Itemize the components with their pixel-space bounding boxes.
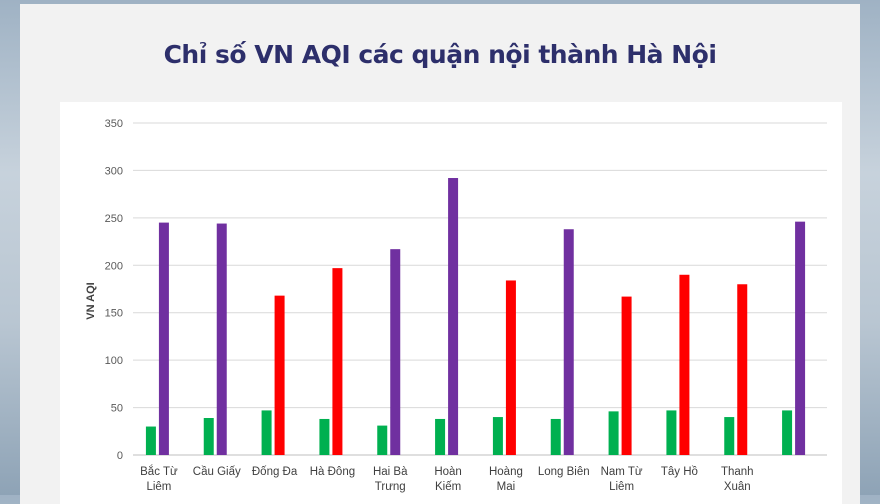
bar-red <box>737 284 748 455</box>
bar-green <box>145 426 156 455</box>
x-category-label: Đống Đa <box>252 466 298 478</box>
y-axis-title: VN AQI <box>85 282 97 320</box>
bar-purple <box>563 229 574 455</box>
bar-green <box>261 410 272 455</box>
x-category-label: Bắc Từ <box>140 465 178 478</box>
x-category-label: Liêm <box>146 481 171 493</box>
x-category-label: Tây Hồ <box>661 466 698 478</box>
bar-green <box>550 418 561 455</box>
x-category-label: Hoàng <box>489 466 523 478</box>
chart-card: Chỉ số VN AQI các quận nội thành Hà Nội … <box>20 4 860 504</box>
x-category-label: Cầu Giấy <box>193 466 241 478</box>
bar-green <box>435 418 446 455</box>
bar-red <box>621 296 632 455</box>
y-tick-label: 150 <box>105 308 123 320</box>
x-category-label: Xuân <box>724 481 751 493</box>
x-category-label: Hoàn <box>434 466 462 478</box>
x-category-label: Mai <box>497 481 516 493</box>
y-tick-label: 250 <box>105 213 123 225</box>
y-tick-label: 350 <box>105 118 123 130</box>
chart-title: Chỉ số VN AQI các quận nội thành Hà Nội <box>163 40 717 69</box>
aqi-bar-chart: 0 50 100 150 200 250 300 350 VN AQI Bắc Từ Liêm Cầu… <box>85 118 827 493</box>
y-tick-label: 50 <box>111 403 123 415</box>
bar-green <box>492 417 503 455</box>
x-category-label: Hà Đông <box>310 466 355 478</box>
bar-purple <box>795 221 806 455</box>
bar-green <box>319 418 330 455</box>
bar-purple <box>158 222 169 455</box>
bar-green <box>782 410 793 455</box>
bar-purple <box>216 223 227 455</box>
bar-green <box>203 418 214 455</box>
x-category-label: Liêm <box>609 481 634 493</box>
y-tick-label: 0 <box>117 450 123 462</box>
bar-purple <box>448 178 459 455</box>
bar-green <box>377 425 388 455</box>
x-category-label: Kiếm <box>435 481 461 493</box>
bar-red <box>505 280 516 455</box>
y-tick-label: 100 <box>105 355 123 367</box>
y-tick-label: 300 <box>105 165 123 177</box>
x-category-label: Trưng <box>375 481 406 493</box>
bar-purple <box>390 249 401 455</box>
x-category-label: Hai Bà <box>373 466 408 478</box>
bar-red <box>274 295 285 455</box>
bar-green <box>666 410 677 455</box>
bar-green <box>724 417 735 455</box>
y-tick-label: 200 <box>105 260 123 272</box>
bar-green <box>608 411 619 455</box>
bar-red <box>679 274 690 455</box>
x-category-label: Long Biên <box>538 466 590 478</box>
bar-red <box>332 268 343 455</box>
plot-panel: 0 50 100 150 200 250 300 350 VN AQI Bắc Từ Liêm Cầu… <box>60 102 842 504</box>
x-category-label: Nam Từ <box>601 466 643 478</box>
x-category-label: Thanh <box>721 466 754 478</box>
